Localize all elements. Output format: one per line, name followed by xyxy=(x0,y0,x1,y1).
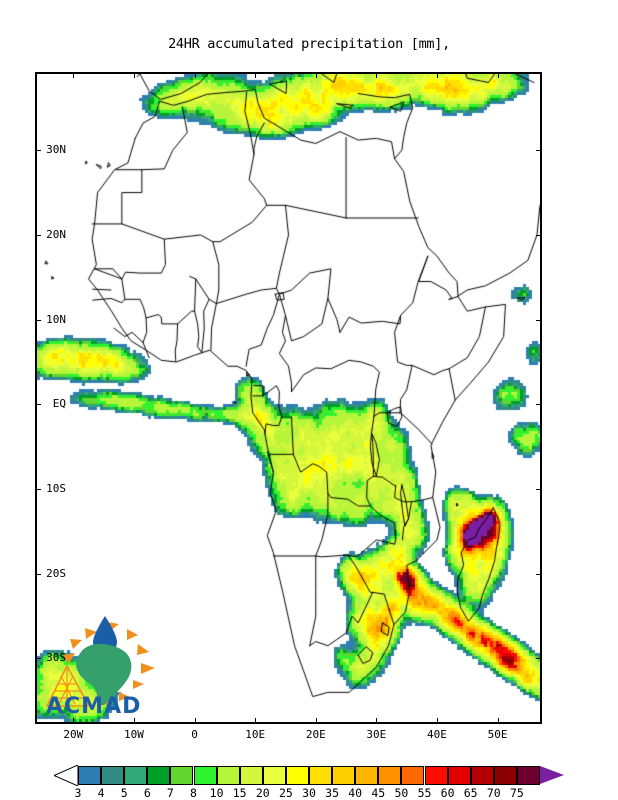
colorbar-tick-label: 7 xyxy=(166,786,174,800)
x-axis-label: 20W xyxy=(63,728,84,741)
map-plot-area xyxy=(35,72,542,724)
colorbar-segment[interactable] xyxy=(239,766,263,785)
x-axis-label: 10W xyxy=(124,728,144,741)
colorbar-tick-label: 4 xyxy=(97,786,105,800)
colorbar-segment[interactable] xyxy=(332,766,356,785)
colorbar-segment[interactable] xyxy=(170,766,194,785)
x-axis-tick-top xyxy=(73,72,75,78)
x-axis-tick xyxy=(497,718,499,724)
precipitation-raster xyxy=(37,74,540,722)
colorbar-tick-label: 30 xyxy=(302,786,316,800)
x-axis-tick-top xyxy=(376,72,378,78)
x-axis-tick-top xyxy=(255,72,257,78)
x-axis-tick xyxy=(194,718,196,724)
colorbar-segment[interactable] xyxy=(378,766,402,785)
y-axis-tick xyxy=(35,404,41,406)
y-axis-tick xyxy=(35,489,41,491)
y-axis-label: 10N xyxy=(46,312,66,326)
colorbar-tick-label: 40 xyxy=(348,786,363,800)
acmad-logo-text: ACMAD xyxy=(46,694,142,719)
y-axis-tick xyxy=(35,319,41,321)
y-axis-tick-right xyxy=(536,573,542,575)
colorbar-tick-label: 3 xyxy=(74,786,82,800)
x-axis-tick-top xyxy=(315,72,317,78)
colorbar-segment[interactable] xyxy=(447,766,471,785)
y-axis-label: 10S xyxy=(46,482,66,496)
country-borders-canvas xyxy=(37,74,540,722)
x-axis-label: 40E xyxy=(427,728,447,741)
x-axis-label: 0 xyxy=(191,728,198,741)
colorbar-tick-label: 55 xyxy=(417,786,432,800)
colorbar-segment[interactable] xyxy=(262,766,286,785)
y-axis-tick xyxy=(35,658,41,660)
colorbar-tick-label: 6 xyxy=(143,786,151,800)
colorbar-tick-label: 50 xyxy=(394,786,409,800)
colorbar-tick-label: 45 xyxy=(371,786,386,800)
colorbar-under-arrow-icon xyxy=(54,765,78,786)
x-axis-tick xyxy=(133,718,135,724)
colorbar-segment[interactable] xyxy=(193,766,217,785)
x-axis-tick-top xyxy=(436,72,438,78)
y-axis-tick-right xyxy=(536,658,542,660)
x-axis-label: 20E xyxy=(305,728,326,741)
colorbar-segment[interactable] xyxy=(516,766,540,785)
colorbar-segment[interactable] xyxy=(424,766,448,785)
colorbar-segment[interactable] xyxy=(355,766,379,785)
colorbar-tick-label: 75 xyxy=(509,786,524,800)
y-axis-label: 30N xyxy=(46,143,66,157)
colorbar-tick-label: 5 xyxy=(120,786,128,800)
colorbar[interactable] xyxy=(54,765,564,786)
y-axis-tick xyxy=(35,573,41,575)
x-axis-tick xyxy=(315,718,317,724)
y-axis-label: EQ xyxy=(52,397,66,411)
title-line-1: 24HR accumulated precipitation [mm], xyxy=(168,36,450,52)
colorbar-tick-label: 70 xyxy=(486,786,501,800)
colorbar-segment[interactable] xyxy=(101,766,125,785)
x-axis-tick xyxy=(73,718,75,724)
colorbar-segment[interactable] xyxy=(309,766,333,785)
colorbar-tick-label: 10 xyxy=(209,786,224,800)
y-axis-tick-right xyxy=(536,234,542,236)
colorbar-tick-label: 20 xyxy=(255,786,270,800)
x-axis-label: 10E xyxy=(245,728,266,741)
y-axis-tick xyxy=(35,234,41,236)
x-axis-tick-top xyxy=(497,72,499,78)
colorbar-segment[interactable] xyxy=(124,766,148,785)
y-axis-label: 20S xyxy=(46,566,66,580)
y-axis-tick-right xyxy=(536,404,542,406)
colorbar-tick-label: 15 xyxy=(232,786,247,800)
colorbar-segment[interactable] xyxy=(147,766,171,785)
colorbar-segment[interactable] xyxy=(285,766,309,785)
x-axis-tick xyxy=(376,718,378,724)
y-axis-tick xyxy=(35,150,41,152)
y-axis-label: 20N xyxy=(46,227,66,241)
colorbar-tick-label: 25 xyxy=(278,786,293,800)
y-axis-tick-right xyxy=(536,319,542,321)
x-axis-tick xyxy=(255,718,257,724)
colorbar-over-arrow-icon xyxy=(540,766,564,784)
colorbar-tick-label: 60 xyxy=(440,786,455,800)
x-axis-label: 50E xyxy=(487,728,508,741)
colorbar-segment[interactable] xyxy=(470,766,494,785)
x-axis-tick-top xyxy=(133,72,135,78)
x-axis-tick-top xyxy=(194,72,196,78)
colorbar-segment[interactable] xyxy=(216,766,240,785)
y-axis-label: 30S xyxy=(46,651,66,665)
colorbar-tick-label: 65 xyxy=(463,786,478,800)
colorbar-segment[interactable] xyxy=(493,766,517,785)
y-axis-tick-right xyxy=(536,150,542,152)
x-axis-tick xyxy=(436,718,438,724)
colorbar-segment[interactable] xyxy=(78,766,102,785)
y-axis-tick-right xyxy=(536,489,542,491)
x-axis-label: 30E xyxy=(366,728,387,741)
colorbar-tick-label: 35 xyxy=(325,786,340,800)
colorbar-tick-label: 8 xyxy=(190,786,197,800)
colorbar-segment[interactable] xyxy=(401,766,425,785)
